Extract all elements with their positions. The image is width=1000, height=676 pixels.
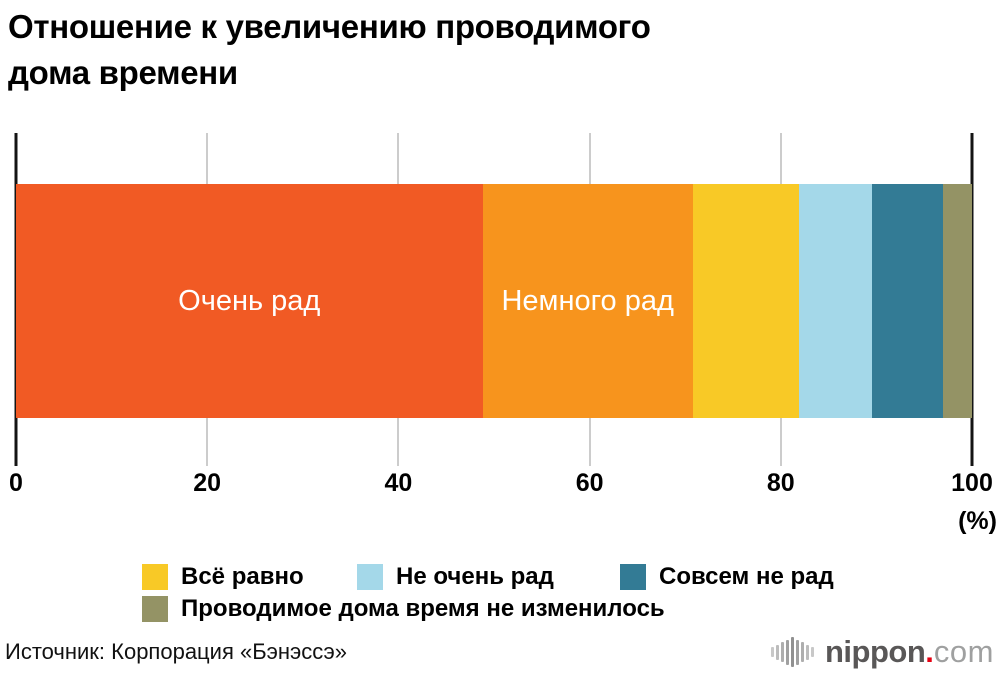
nippon-logo-text: nippon . com bbox=[825, 635, 994, 669]
soundwave-bar bbox=[781, 642, 784, 662]
bar-segment-2: Немного рад bbox=[482, 184, 693, 418]
soundwave-bar bbox=[806, 644, 809, 660]
bar-segment-5 bbox=[871, 184, 944, 418]
bar-segment-6 bbox=[943, 184, 972, 418]
x-tick-label-100: 100 bbox=[951, 469, 993, 497]
bar-segment-3 bbox=[692, 184, 799, 418]
legend-label-4: Не очень рад bbox=[396, 563, 554, 590]
legend-label-3: Всё равно bbox=[181, 563, 304, 590]
soundwave-icon bbox=[771, 635, 816, 669]
logo-text-nippon: nippon bbox=[825, 634, 926, 669]
logo-red-dot: . bbox=[925, 634, 934, 669]
legend-label-6: Проводимое дома время не изменилось bbox=[181, 595, 665, 622]
soundwave-bar bbox=[801, 642, 804, 662]
legend-swatch-5 bbox=[620, 563, 646, 590]
soundwave-bar bbox=[811, 647, 814, 657]
nippon-logo: nippon . com bbox=[771, 633, 994, 671]
bar-segment-label-1: Очень рад bbox=[178, 284, 321, 317]
legend-item-4: Не очень рад bbox=[357, 563, 554, 590]
legend-item-3: Всё равно bbox=[142, 563, 304, 590]
bar-segment-label-2: Немного рад bbox=[501, 284, 674, 317]
legend-item-5: Совсем не рад bbox=[620, 563, 834, 590]
plot-area: Очень рад Немного рад bbox=[14, 133, 974, 466]
x-tick-label-60: 60 bbox=[575, 469, 604, 497]
legend-label-5: Совсем не рад bbox=[659, 563, 834, 590]
x-axis-tick-labels: 0 20 40 60 80 100 bbox=[9, 469, 993, 501]
legend-swatch-4 bbox=[357, 563, 383, 590]
soundwave-bar bbox=[786, 639, 789, 665]
legend-swatch-3 bbox=[142, 563, 168, 590]
soundwave-bar bbox=[776, 644, 779, 660]
soundwave-bar bbox=[771, 647, 774, 657]
logo-text-com: com bbox=[933, 634, 994, 669]
bar-segment-1: Очень рад bbox=[16, 184, 483, 418]
stacked-bar: Очень рад Немного рад bbox=[16, 184, 972, 418]
x-tick-label-20: 20 bbox=[193, 469, 222, 497]
chart-title: Отношение к увеличению проводимого дома … bbox=[8, 8, 651, 91]
gridline-100 bbox=[970, 133, 974, 466]
x-tick-label-40: 40 bbox=[384, 469, 413, 497]
legend-swatch-6 bbox=[142, 595, 168, 622]
legend-item-6: Проводимое дома время не изменилось bbox=[142, 595, 665, 622]
bar-segment-4 bbox=[798, 184, 872, 418]
source-note: Источник: Корпорация «Бэнэссэ» bbox=[5, 639, 347, 664]
x-tick-label-80: 80 bbox=[766, 469, 795, 497]
x-tick-label-0: 0 bbox=[9, 469, 23, 497]
soundwave-bar bbox=[791, 637, 794, 667]
soundwave-bar bbox=[796, 639, 799, 665]
axis-unit-label: (%) bbox=[958, 507, 997, 535]
